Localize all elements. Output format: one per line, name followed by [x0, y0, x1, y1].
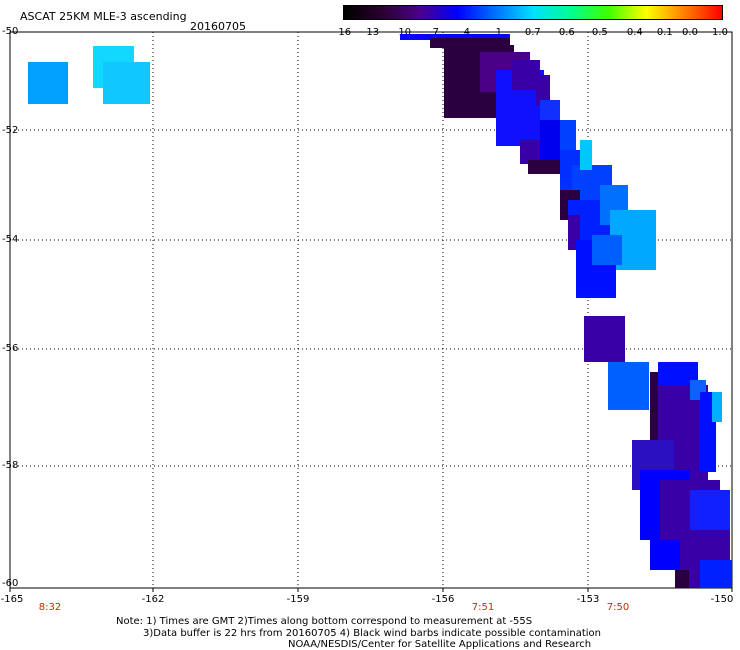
note-line: NOAA/NESDIS/Center for Satellite Applica…: [288, 639, 592, 650]
colorbar: [343, 5, 723, 20]
plot-frame: [9, 31, 733, 589]
lon-label: -156: [431, 594, 455, 605]
lon-label: -153: [576, 594, 600, 605]
note-line: Note: 1) Times are GMT 2)Times along bot…: [116, 616, 533, 627]
lon-label: -162: [141, 594, 165, 605]
note-line: 3)Data buffer is 22 hrs from 20160705 4)…: [143, 628, 601, 639]
lon-label: -159: [286, 594, 310, 605]
tick-marks: [9, 588, 733, 592]
lat-label: -50: [2, 26, 19, 37]
lat-label: -60: [2, 578, 19, 589]
graticule: [10, 32, 732, 588]
swath-upper: [400, 34, 656, 298]
wind-patch: [584, 316, 625, 362]
wind-patch: [103, 62, 150, 104]
lat-label: -58: [2, 460, 19, 471]
lon-label: -165: [0, 594, 24, 605]
time-label: 7:51: [471, 602, 495, 613]
lat-label: -52: [2, 125, 19, 136]
lat-label: -54: [2, 234, 19, 245]
wind-patch: [608, 362, 649, 410]
lat-label: -56: [2, 343, 19, 354]
lon-label: -150: [710, 594, 734, 605]
time-label: 8:32: [38, 602, 62, 613]
map-date: 20160705: [190, 20, 246, 33]
time-label: 7:50: [606, 602, 630, 613]
wind-patch: [28, 62, 68, 104]
map-title: ASCAT 25KM MLE-3 ascending: [20, 10, 187, 23]
swath-lower: [632, 362, 732, 588]
